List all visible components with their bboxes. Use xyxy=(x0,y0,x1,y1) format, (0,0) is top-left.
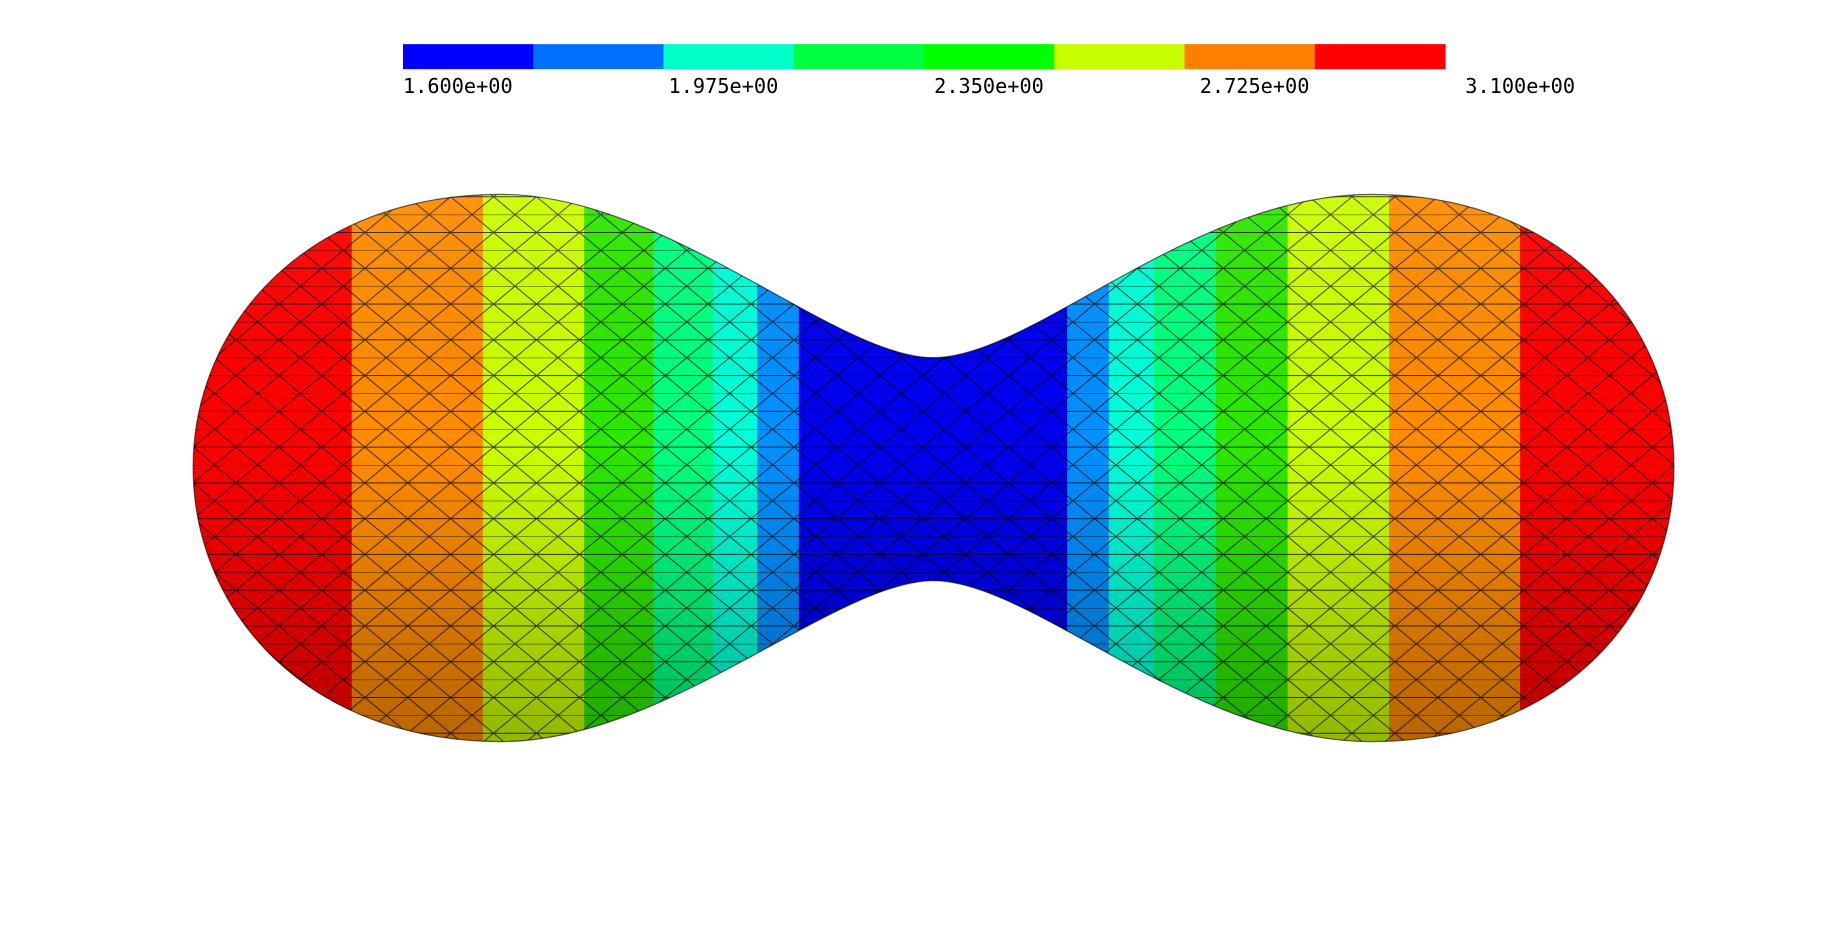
dumbbell-surface xyxy=(193,194,1674,742)
colorbar-label: 1.975e+00 xyxy=(669,74,779,98)
colorbar-label: 2.350e+00 xyxy=(934,74,1044,98)
colorbar: 1.600e+00 1.975e+00 2.350e+00 2.725e+00 3.10… xyxy=(402,44,1575,98)
shading xyxy=(193,194,1674,742)
colorbar-segment xyxy=(533,44,665,70)
colorbar-segment xyxy=(663,44,795,70)
outline xyxy=(192,193,1675,743)
colorbar-segment xyxy=(924,44,1055,70)
colorbar-segment xyxy=(1314,44,1446,70)
colorbar-label: 3.100e+00 xyxy=(1465,74,1575,98)
colorbar-label: 1.600e+00 xyxy=(403,74,513,98)
colorbar-label: 2.725e+00 xyxy=(1200,74,1310,98)
colorbar-segment xyxy=(793,44,925,70)
colorbar-segment xyxy=(1184,44,1316,70)
colorbar-segment xyxy=(1054,44,1186,70)
colorbar-segment xyxy=(402,44,534,70)
